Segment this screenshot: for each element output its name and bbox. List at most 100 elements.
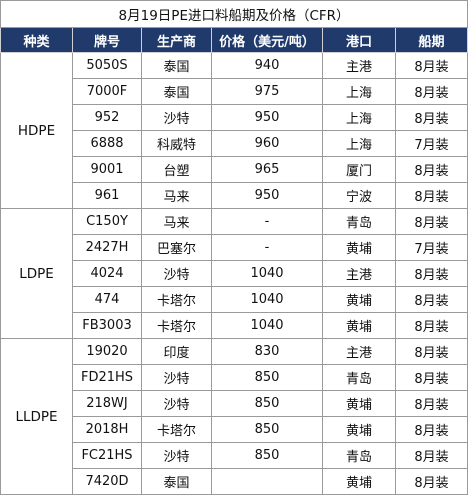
producer-cell: 沙特 <box>141 104 212 131</box>
port-cell: 厦门 <box>322 156 396 183</box>
producer-cell: 科威特 <box>141 130 212 157</box>
grade-cell: FD21HS <box>72 364 142 391</box>
table-row: HDPE 5050S 泰国 940 主港 8月装 <box>0 52 468 209</box>
port-cell: 黄埔 <box>322 234 396 261</box>
producer-cell: 卡塔尔 <box>141 416 212 443</box>
grade-cell: 5050S <box>72 52 142 79</box>
grade-cell: FC21HS <box>72 442 142 469</box>
table-row: FB3003 卡塔尔 1040 黄埔 8月装 <box>1 312 468 339</box>
shipment-cell: 8月装 <box>394 52 468 79</box>
header-shipment: 船期 <box>394 27 468 53</box>
producer-cell: 沙特 <box>141 390 212 417</box>
producer-cell: 马来 <box>141 182 212 209</box>
grade-cell: 4024 <box>72 260 142 287</box>
producer-cell: 印度 <box>141 338 212 365</box>
shipment-cell: 8月装 <box>394 182 468 209</box>
price-cell: 1040 <box>211 312 323 339</box>
table-row: 474 卡塔尔 1040 黄埔 8月装 <box>1 286 468 313</box>
price-cell: 850 <box>211 390 323 417</box>
category-cell: LDPE <box>0 208 73 339</box>
producer-cell: 卡塔尔 <box>141 312 212 339</box>
shipment-cell: 8月装 <box>394 260 468 287</box>
shipment-cell: 8月装 <box>394 104 468 131</box>
shipment-cell: 8月装 <box>394 338 468 365</box>
price-cell: 940 <box>211 52 323 79</box>
table-row: 218WJ 沙特 850 黄埔 8月装 <box>1 390 468 417</box>
price-cell: 850 <box>211 442 323 469</box>
port-cell: 主港 <box>322 52 396 79</box>
price-cell: 960 <box>211 130 323 157</box>
port-cell: 上海 <box>322 130 396 157</box>
header-row: 种类 牌号 生产商 价格（美元/吨） 港口 船期 <box>0 27 468 53</box>
shipment-cell: 7月装 <box>394 130 468 157</box>
port-cell: 黄埔 <box>322 286 396 313</box>
grade-cell: 961 <box>72 182 142 209</box>
port-cell: 青岛 <box>322 364 396 391</box>
port-cell: 黄埔 <box>322 468 396 495</box>
price-cell: 975 <box>211 78 323 105</box>
grade-cell: 218WJ <box>72 390 142 417</box>
port-cell: 主港 <box>322 338 396 365</box>
table-row: 961 马来 950 宁波 8月装 <box>1 182 468 209</box>
shipment-cell: 8月装 <box>394 416 468 443</box>
category-cell: LLDPE <box>0 338 73 495</box>
port-cell: 上海 <box>322 104 396 131</box>
producer-cell: 泰国 <box>141 468 212 495</box>
producer-cell: 泰国 <box>141 78 212 105</box>
grade-cell: 2018H <box>72 416 142 443</box>
category-cell: HDPE <box>0 52 73 209</box>
port-cell: 黄埔 <box>322 312 396 339</box>
producer-cell: 泰国 <box>141 52 212 79</box>
grade-cell: C150Y <box>72 208 142 235</box>
port-cell: 宁波 <box>322 182 396 209</box>
producer-cell: 马来 <box>141 208 212 235</box>
shipment-cell: 7月装 <box>394 234 468 261</box>
shipment-cell: 8月装 <box>394 468 468 495</box>
price-cell: 1040 <box>211 286 323 313</box>
grade-cell: FB3003 <box>72 312 142 339</box>
table-row: 7420D 泰国 黄埔 8月装 <box>1 468 468 495</box>
port-cell: 主港 <box>322 260 396 287</box>
grade-cell: 7420D <box>72 468 142 495</box>
producer-cell: 沙特 <box>141 364 212 391</box>
header-price: 价格（美元/吨） <box>211 27 323 53</box>
producer-cell: 台塑 <box>141 156 212 183</box>
price-cell <box>211 468 323 495</box>
port-cell: 青岛 <box>322 208 396 235</box>
producer-cell: 沙特 <box>141 260 212 287</box>
header-category: 种类 <box>0 27 73 53</box>
table-row: 7000F 泰国 975 上海 8月装 <box>1 78 468 105</box>
price-cell: 1040 <box>211 260 323 287</box>
producer-cell: 沙特 <box>141 442 212 469</box>
price-cell: 830 <box>211 338 323 365</box>
price-cell: 950 <box>211 104 323 131</box>
shipment-cell: 8月装 <box>394 364 468 391</box>
grade-cell: 474 <box>72 286 142 313</box>
header-grade: 牌号 <box>72 27 142 53</box>
port-cell: 黄埔 <box>322 416 396 443</box>
price-cell: 850 <box>211 416 323 443</box>
price-cell: - <box>211 208 323 235</box>
price-cell: 950 <box>211 182 323 209</box>
header-producer: 生产商 <box>141 27 212 53</box>
price-cell: 850 <box>211 364 323 391</box>
grade-cell: 2427H <box>72 234 142 261</box>
producer-cell: 巴塞尔 <box>141 234 212 261</box>
grade-cell: 9001 <box>72 156 142 183</box>
shipment-cell: 8月装 <box>394 286 468 313</box>
price-cell: - <box>211 234 323 261</box>
port-cell: 青岛 <box>322 442 396 469</box>
producer-cell: 卡塔尔 <box>141 286 212 313</box>
grade-cell: 6888 <box>72 130 142 157</box>
shipment-cell: 8月装 <box>394 390 468 417</box>
table-row: LLDPE 19020 印度 830 主港 8月装 <box>0 338 468 495</box>
port-cell: 上海 <box>322 78 396 105</box>
table-row: LDPE C150Y 马来 - 青岛 8月装 <box>0 208 468 339</box>
table-row: 2427H 巴塞尔 - 黄埔 7月装 <box>1 234 468 261</box>
table-title: 8月19日PE进口料船期及价格（CFR） <box>0 0 468 28</box>
shipment-cell: 8月装 <box>394 78 468 105</box>
table-row: 9001 台塑 965 厦门 8月装 <box>1 156 468 183</box>
port-cell: 黄埔 <box>322 390 396 417</box>
grade-cell: 19020 <box>72 338 142 365</box>
